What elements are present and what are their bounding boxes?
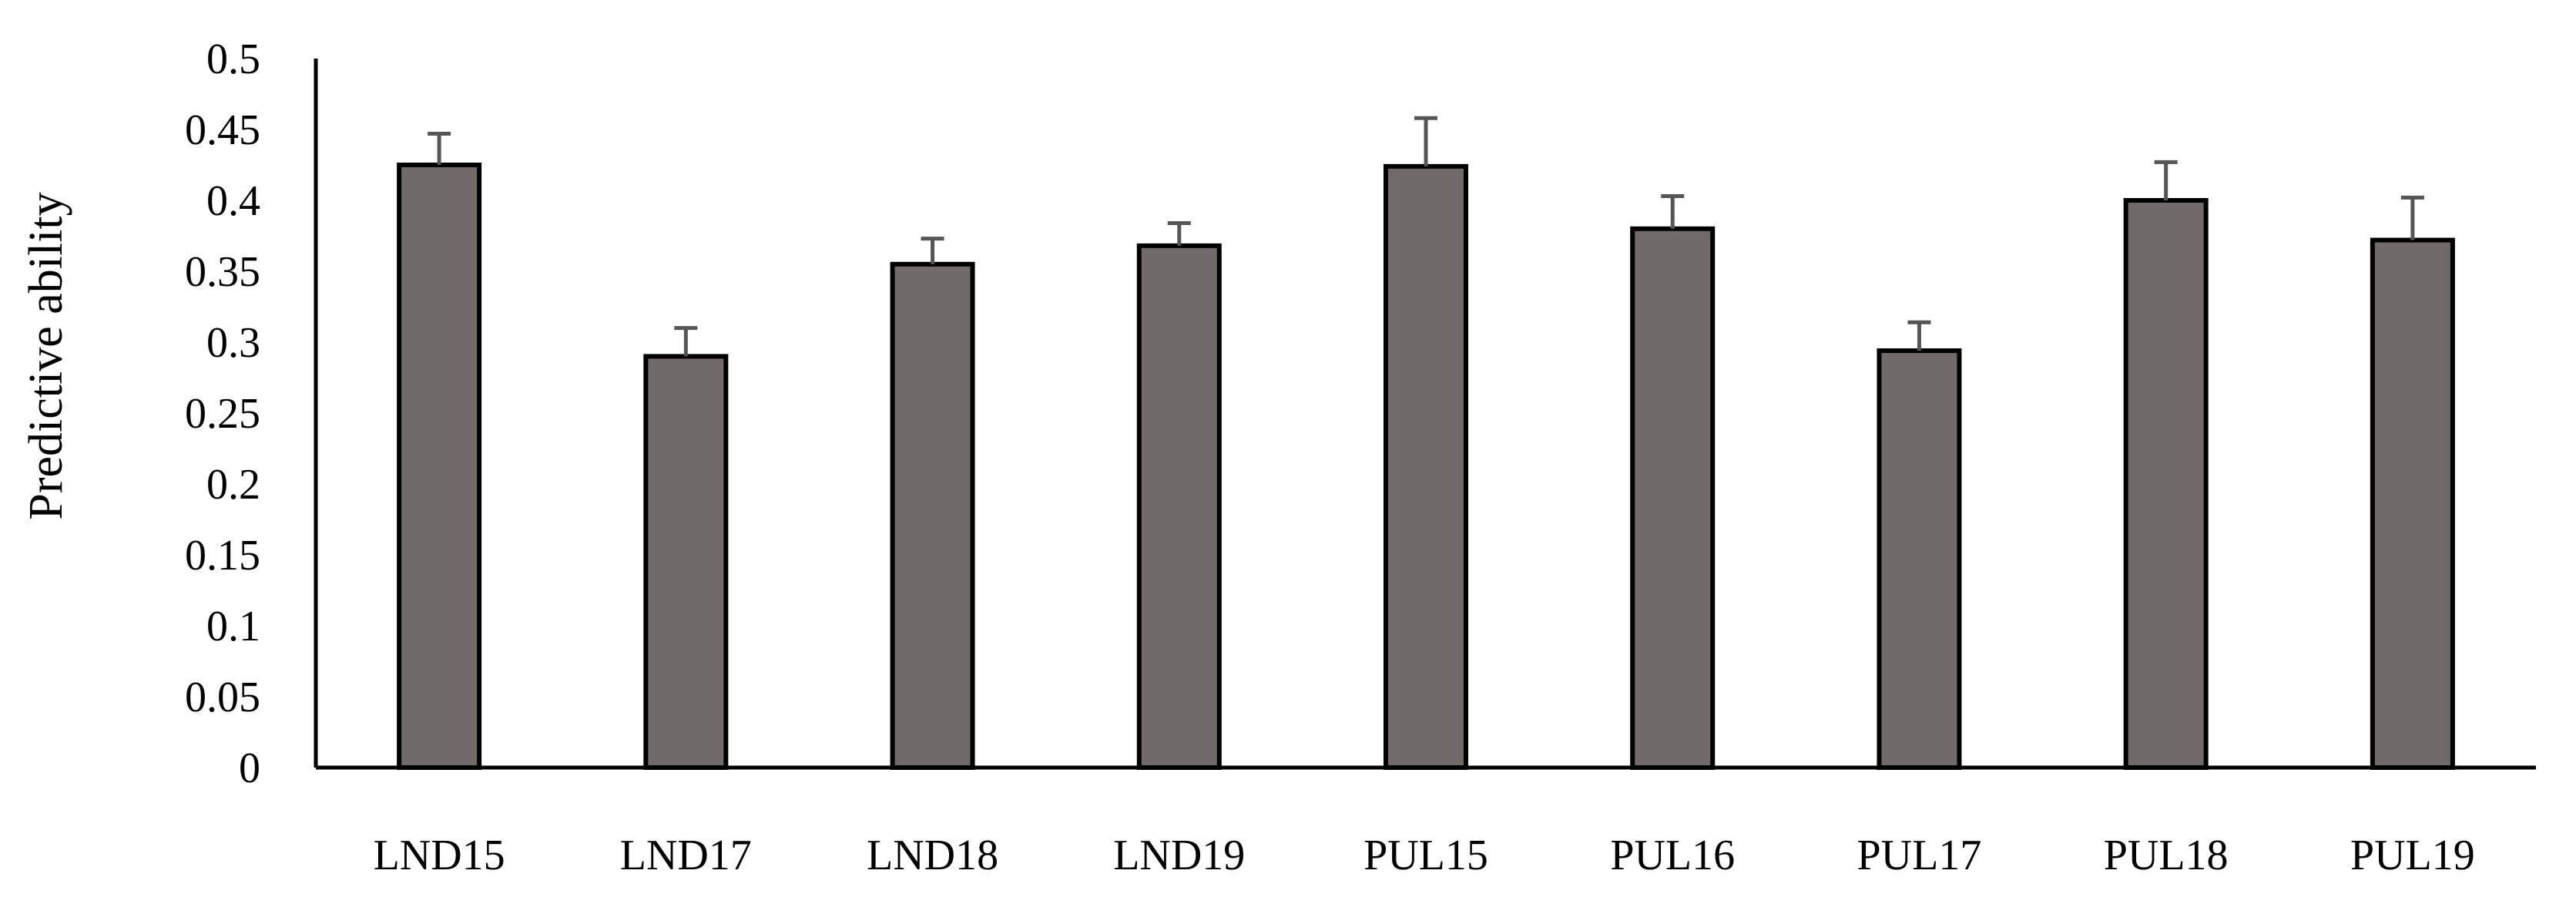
error-bar (1661, 193, 1685, 229)
x-tick-label: LND15 (374, 832, 505, 879)
bar (397, 163, 482, 770)
error-bar (1907, 320, 1931, 351)
bar (1136, 243, 1222, 770)
x-tick-label: PUL19 (2350, 832, 2475, 879)
x-tick-label: LND19 (1113, 832, 1245, 879)
y-tick-label: 0.35 (185, 248, 260, 296)
bar (2370, 237, 2455, 770)
y-tick-label: 0.1 (206, 603, 260, 650)
bar (643, 354, 729, 770)
x-tick-label: PUL16 (1610, 832, 1735, 879)
y-tick-label: 0.05 (185, 674, 260, 721)
y-tick-label: 0.15 (185, 532, 260, 580)
y-tick-label: 0 (239, 744, 260, 792)
y-tick-label: 0.5 (206, 35, 260, 83)
y-tick-label: 0.3 (206, 319, 260, 367)
y-tick-label: 0.4 (206, 177, 260, 225)
y-tick-label: 0.45 (185, 106, 260, 154)
x-tick-label: LND18 (867, 832, 998, 879)
error-bars (428, 116, 2424, 357)
error-bar (2154, 160, 2178, 200)
x-tick-label: PUL17 (1857, 832, 1982, 879)
bars (397, 163, 2455, 771)
error-bar (921, 237, 944, 264)
bar (1630, 226, 1716, 770)
y-axis-ticks: 0 0.05 0.1 0.15 0.2 0.25 0.3 0.35 0.4 0.45 0.5 (185, 35, 260, 792)
x-tick-label: PUL15 (1363, 832, 1488, 879)
y-tick-label: 0.2 (206, 461, 260, 509)
bar (890, 261, 975, 770)
x-tick-label: PUL18 (2104, 832, 2229, 879)
error-bar (428, 132, 451, 165)
error-bar (1167, 220, 1191, 246)
y-axis-title: Predictive ability (20, 192, 72, 519)
bar (2123, 198, 2209, 770)
error-bar (1414, 116, 1437, 166)
bar (1877, 348, 1962, 771)
x-axis-ticks: LND15 LND17 LND18 LND19 PUL15 PUL16 PUL17 PUL18… (374, 832, 2475, 879)
error-bar (674, 326, 698, 357)
y-tick-label: 0.25 (185, 390, 260, 438)
x-tick-label: LND17 (620, 832, 752, 879)
bar (1384, 163, 1468, 770)
error-bar (2400, 195, 2424, 240)
